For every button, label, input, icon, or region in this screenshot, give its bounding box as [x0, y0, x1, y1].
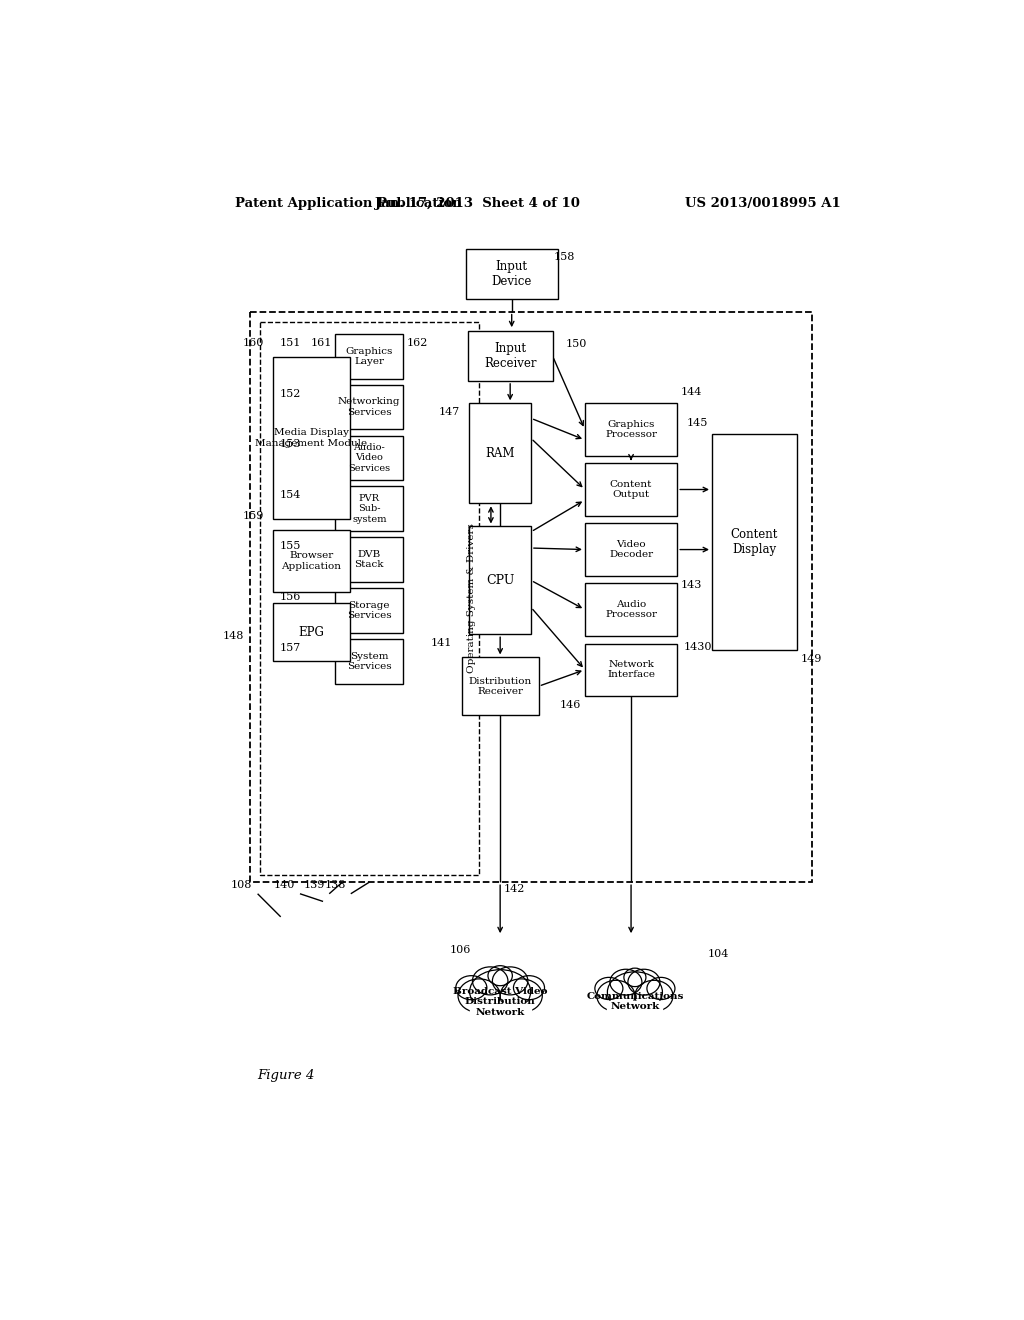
Text: Network
Interface: Network Interface	[607, 660, 655, 680]
Text: 150: 150	[566, 339, 587, 348]
Ellipse shape	[607, 972, 663, 1012]
Ellipse shape	[488, 966, 512, 986]
Text: Graphics
Layer: Graphics Layer	[345, 347, 393, 366]
Text: Audio-
Video
Services: Audio- Video Services	[348, 444, 390, 473]
Text: Broadcast Video
Distribution
Network: Broadcast Video Distribution Network	[453, 987, 548, 1016]
Text: 157: 157	[280, 643, 301, 652]
Text: 149: 149	[801, 653, 822, 664]
Text: 144: 144	[681, 387, 702, 397]
Ellipse shape	[493, 966, 528, 995]
Bar	[336, 589, 403, 632]
Text: 151: 151	[280, 338, 301, 347]
Text: 146: 146	[560, 700, 581, 710]
Bar	[462, 657, 539, 715]
Text: 154: 154	[280, 490, 301, 500]
Text: PVR
Sub-
system: PVR Sub- system	[352, 494, 386, 524]
Ellipse shape	[456, 975, 486, 999]
Bar	[466, 249, 558, 300]
Text: System
Services: System Services	[347, 652, 391, 671]
Text: Browser
Application: Browser Application	[282, 552, 342, 570]
Text: 108: 108	[230, 880, 252, 890]
Text: Communications
Network: Communications Network	[586, 991, 684, 1011]
Bar	[336, 436, 403, 480]
Bar	[336, 639, 403, 684]
Bar	[585, 524, 677, 576]
Text: Input
Device: Input Device	[492, 260, 531, 288]
Text: 159: 159	[243, 511, 264, 521]
Bar	[336, 487, 403, 531]
Text: Networking
Services: Networking Services	[338, 397, 400, 417]
Text: 148: 148	[222, 631, 244, 640]
Text: 153: 153	[280, 440, 301, 449]
Ellipse shape	[624, 968, 646, 986]
Text: US 2013/0018995 A1: US 2013/0018995 A1	[685, 197, 841, 210]
Ellipse shape	[458, 979, 500, 1012]
Bar	[712, 434, 797, 649]
Text: 158: 158	[553, 252, 574, 261]
Bar	[260, 322, 479, 874]
Text: 155: 155	[280, 541, 301, 550]
Text: Distribution
Receiver: Distribution Receiver	[469, 677, 531, 696]
Text: 156: 156	[280, 591, 301, 602]
Bar	[273, 603, 350, 661]
Text: DVB
Stack: DVB Stack	[354, 550, 384, 569]
Text: Audio
Processor: Audio Processor	[605, 599, 657, 619]
Text: Figure 4: Figure 4	[258, 1069, 315, 1082]
Text: CPU: CPU	[486, 574, 514, 587]
Bar	[250, 313, 812, 882]
Text: EPG: EPG	[299, 626, 325, 639]
Text: Media Display
Management Module: Media Display Management Module	[255, 428, 368, 447]
Text: 104: 104	[708, 949, 729, 960]
Text: 140: 140	[273, 880, 295, 890]
Text: 152: 152	[280, 388, 301, 399]
Ellipse shape	[635, 981, 673, 1011]
Text: RAM: RAM	[485, 446, 515, 459]
Text: Content
Output: Content Output	[610, 479, 652, 499]
Bar	[469, 527, 531, 635]
Bar	[470, 1002, 530, 1026]
Bar	[336, 385, 403, 429]
Text: 142: 142	[504, 884, 525, 894]
Ellipse shape	[628, 969, 659, 995]
Ellipse shape	[500, 979, 543, 1012]
Ellipse shape	[597, 981, 635, 1011]
Ellipse shape	[513, 975, 545, 999]
Bar	[469, 404, 531, 503]
Text: Graphics
Processor: Graphics Processor	[605, 420, 657, 440]
Ellipse shape	[470, 970, 530, 1014]
Text: 141: 141	[431, 638, 453, 648]
Bar	[273, 358, 350, 519]
Bar	[585, 463, 677, 516]
Text: 1430: 1430	[683, 642, 712, 652]
Ellipse shape	[595, 977, 623, 999]
Bar	[336, 334, 403, 379]
Text: Content
Display: Content Display	[730, 528, 778, 556]
Text: 138: 138	[325, 880, 346, 890]
Text: Patent Application Publication: Patent Application Publication	[234, 197, 461, 210]
Text: Storage
Services: Storage Services	[347, 601, 391, 620]
Text: Jan. 17, 2013  Sheet 4 of 10: Jan. 17, 2013 Sheet 4 of 10	[375, 197, 580, 210]
Text: 139: 139	[303, 880, 325, 890]
Bar	[585, 583, 677, 636]
Text: 147: 147	[439, 407, 460, 417]
Text: 162: 162	[407, 338, 428, 347]
Ellipse shape	[610, 969, 642, 995]
Text: Input
Receiver: Input Receiver	[484, 342, 537, 370]
Text: 106: 106	[451, 945, 471, 956]
Ellipse shape	[647, 977, 675, 999]
Bar	[585, 404, 677, 455]
Text: 145: 145	[687, 418, 708, 428]
Bar	[468, 331, 553, 381]
Text: 160: 160	[243, 338, 264, 348]
Bar	[336, 537, 403, 582]
Bar	[607, 1002, 663, 1023]
Text: 161: 161	[310, 338, 332, 347]
Bar	[273, 531, 350, 591]
Ellipse shape	[472, 966, 508, 995]
Bar	[585, 644, 677, 696]
Text: Operating System & Drivers: Operating System & Drivers	[467, 523, 476, 673]
Text: 143: 143	[681, 579, 702, 590]
Text: Video
Decoder: Video Decoder	[609, 540, 653, 560]
